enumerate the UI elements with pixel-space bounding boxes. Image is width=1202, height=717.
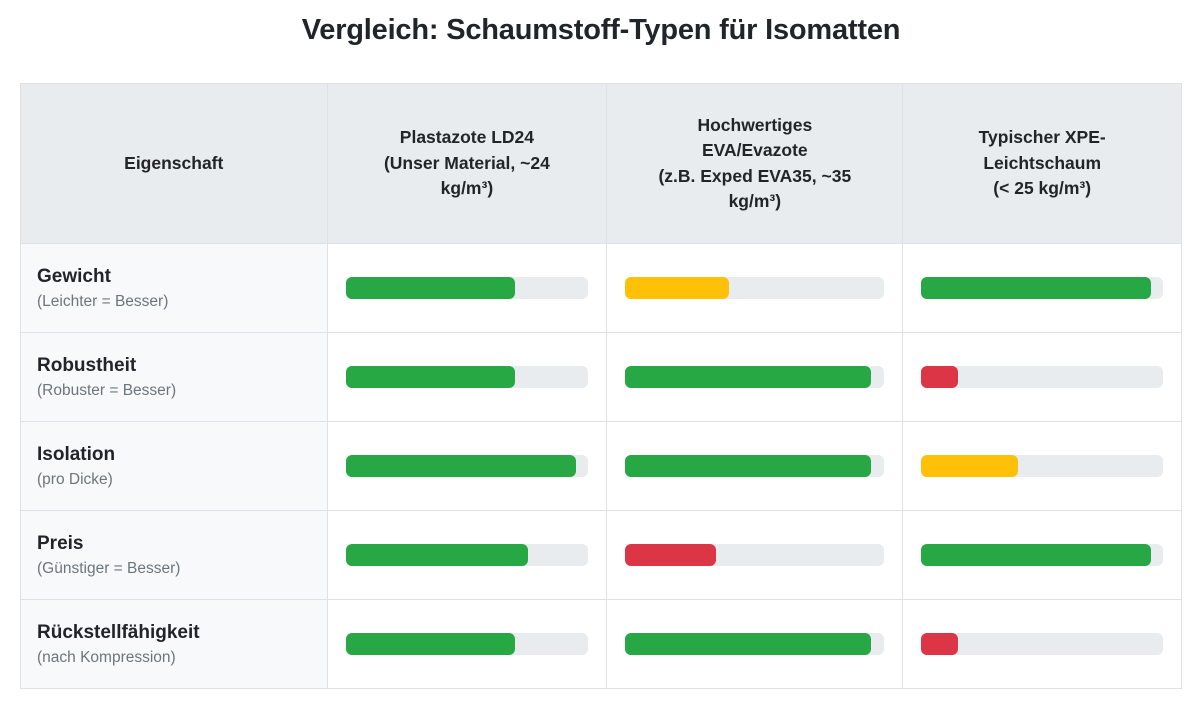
rating-bar-fill	[921, 277, 1151, 299]
rating-bar-cell-r2c1	[606, 421, 904, 511]
rating-bar-fill	[345, 633, 516, 655]
rating-bar-track	[921, 366, 1163, 388]
rating-bar-track	[345, 366, 589, 388]
rating-bar-cell-r1c2	[902, 332, 1182, 422]
row-title: Gewicht	[37, 265, 111, 287]
column-header-3: Typischer XPE- Leichtschaum (< 25 kg/m³)	[902, 83, 1182, 244]
rating-bar-track	[345, 277, 589, 299]
rating-bar-track	[921, 633, 1163, 655]
rating-bar-cell-r3c2	[902, 510, 1182, 600]
column-header-label: Hochwertiges EVA/Evazote (z.B. Exped EVA…	[658, 114, 852, 211]
rating-bar-fill	[921, 366, 958, 388]
table-row: Preis (Günstiger = Besser)	[20, 510, 1182, 600]
page-title: Vergleich: Schaumstoff-Typen für Isomatt…	[301, 14, 901, 46]
rating-bar-cell-r0c2	[902, 243, 1182, 333]
column-header-0: Eigenschaft	[20, 83, 328, 244]
table-header: Eigenschaft Plastazote LD24 (Unser Mater…	[20, 83, 1182, 244]
comparison-table: Eigenschaft Plastazote LD24 (Unser Mater…	[20, 83, 1182, 689]
column-header-label: Plastazote LD24 (Unser Material, ~24 kg/…	[383, 127, 550, 199]
rating-bar-fill	[625, 544, 716, 566]
rating-bar-track	[921, 544, 1163, 566]
column-header-label: Typischer XPE- Leichtschaum (< 25 kg/m³)	[978, 127, 1106, 199]
rating-bar-track	[625, 277, 885, 299]
rating-bar-cell-r0c1	[606, 243, 904, 333]
row-title: Robustheit	[37, 354, 137, 376]
row-label-cell: Robustheit (Robuster = Besser)	[20, 332, 328, 422]
row-subtitle: (nach Kompression)	[37, 648, 176, 666]
rating-bar-cell-r2c0	[326, 421, 608, 511]
row-label-cell: Gewicht (Leichter = Besser)	[20, 243, 328, 333]
table-row: Gewicht (Leichter = Besser)	[20, 243, 1182, 333]
rating-bar-track	[345, 455, 589, 477]
rating-bar-fill	[625, 366, 872, 388]
table-body: Gewicht (Leichter = Besser) Robustheit (…	[20, 243, 1182, 689]
rating-bar-fill	[625, 277, 729, 299]
rating-bar-fill	[921, 544, 1151, 566]
table-row: Rückstellfähigkeit (nach Kompression)	[20, 599, 1182, 689]
rating-bar-cell-r1c0	[326, 332, 608, 422]
rating-bar-cell-r4c1	[606, 599, 904, 689]
rating-bar-fill	[345, 366, 516, 388]
rating-bar-track	[345, 633, 589, 655]
rating-bar-cell-r2c2	[902, 421, 1182, 511]
rating-bar-track	[345, 544, 589, 566]
rating-bar-fill	[345, 455, 577, 477]
rating-bar-cell-r0c0	[326, 243, 608, 333]
row-title: Isolation	[37, 443, 116, 465]
rating-bar-cell-r3c0	[326, 510, 608, 600]
row-subtitle: (pro Dicke)	[37, 470, 113, 488]
rating-bar-track	[921, 455, 1163, 477]
rating-bar-track	[625, 544, 885, 566]
rating-bar-fill	[625, 455, 872, 477]
column-header-2: Hochwertiges EVA/Evazote (z.B. Exped EVA…	[606, 83, 904, 244]
column-header-label: Eigenschaft	[124, 152, 224, 173]
row-subtitle: (Günstiger = Besser)	[37, 559, 181, 577]
row-title: Preis	[37, 532, 84, 554]
rating-bar-cell-r3c1	[606, 510, 904, 600]
rating-bar-fill	[345, 277, 516, 299]
row-subtitle: (Leichter = Besser)	[37, 292, 169, 310]
rating-bar-track	[921, 277, 1163, 299]
rating-bar-cell-r1c1	[606, 332, 904, 422]
rating-bar-track	[625, 633, 885, 655]
rating-bar-track	[625, 455, 885, 477]
header-row: Eigenschaft Plastazote LD24 (Unser Mater…	[20, 83, 1182, 244]
row-label-cell: Isolation (pro Dicke)	[20, 421, 328, 511]
row-subtitle: (Robuster = Besser)	[37, 381, 177, 399]
rating-bar-fill	[921, 633, 958, 655]
rating-bar-fill	[345, 544, 528, 566]
rating-bar-track	[625, 366, 885, 388]
rating-bar-fill	[921, 455, 1018, 477]
row-title: Rückstellfähigkeit	[37, 621, 200, 643]
table-row: Robustheit (Robuster = Besser)	[20, 332, 1182, 422]
column-header-1: Plastazote LD24 (Unser Material, ~24 kg/…	[326, 83, 608, 244]
rating-bar-cell-r4c0	[326, 599, 608, 689]
row-label-cell: Preis (Günstiger = Besser)	[20, 510, 328, 600]
rating-bar-fill	[625, 633, 872, 655]
rating-bar-cell-r4c2	[902, 599, 1182, 689]
table-row: Isolation (pro Dicke)	[20, 421, 1182, 511]
row-label-cell: Rückstellfähigkeit (nach Kompression)	[20, 599, 328, 689]
